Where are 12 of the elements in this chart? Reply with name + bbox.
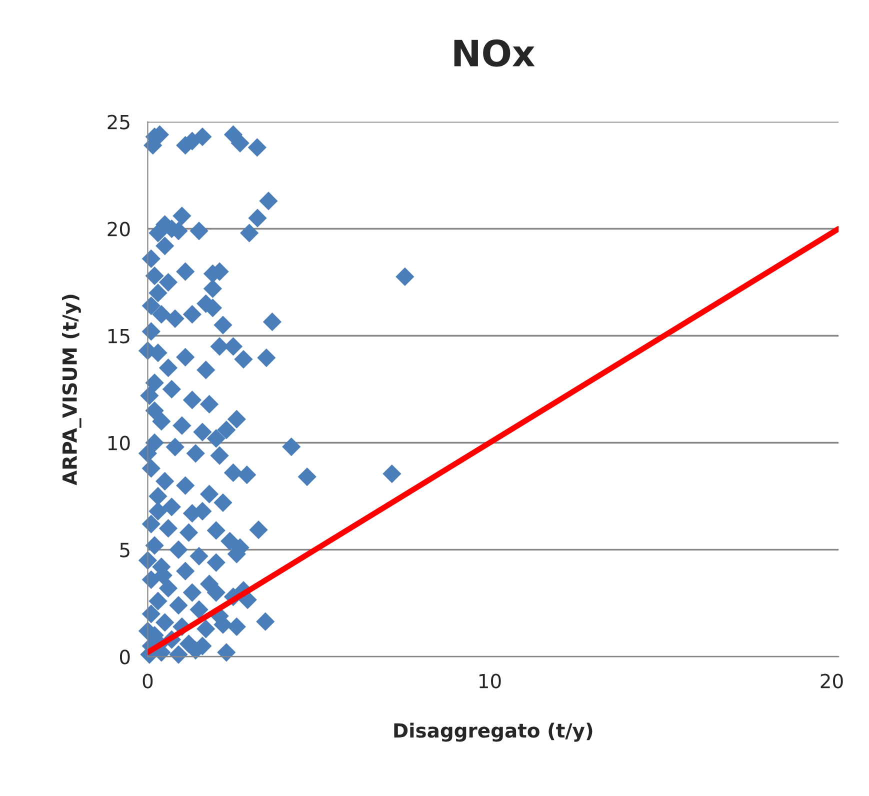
y-tick-label: 0 [120,650,130,664]
y-tick-label: 15 [108,328,130,344]
chart-title: NOx [454,39,535,67]
y-tick-label: 20 [108,222,130,236]
y-tick-label: 5 [120,542,130,558]
x-tick-label: 20 [820,674,843,688]
y-tick-label: 10 [108,436,130,450]
y-tick-label: 25 [108,114,130,130]
x-axis-title: Disaggregato (t/y) [394,722,592,742]
x-tick-label: 0 [142,674,153,688]
y-axis-title: ARPA_VISUM (t/y) [62,294,82,486]
x-tick-label: 10 [480,674,501,688]
